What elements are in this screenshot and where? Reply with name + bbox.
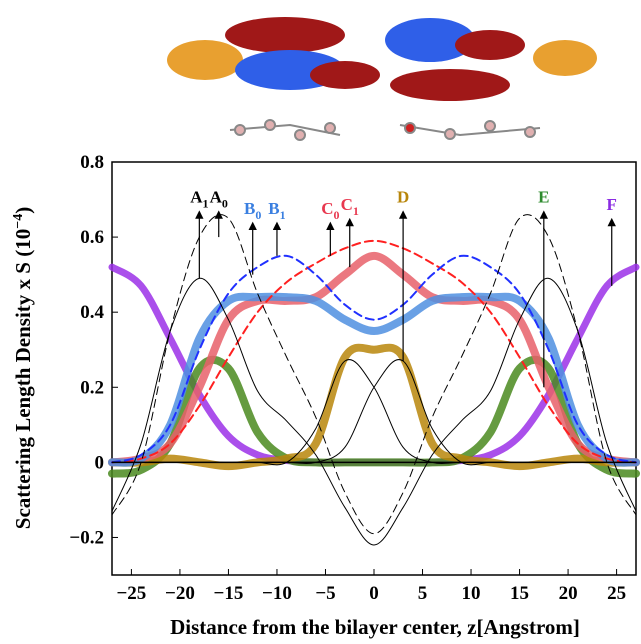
annotation-label: A0 (210, 188, 228, 211)
annotation-text: F (607, 195, 617, 214)
x-tick-label: 15 (510, 583, 529, 604)
x-tick-label: −25 (116, 583, 146, 604)
series-line (111, 214, 637, 535)
x-tick-label: 5 (418, 583, 428, 604)
annotation-text: D (397, 188, 409, 207)
x-tick-label: −20 (165, 583, 195, 604)
annotation-text: A (210, 188, 223, 207)
x-tick-label: −5 (315, 583, 335, 604)
annotation-text: B (244, 199, 255, 218)
y-label-main: Scattering Length Density x S (10 (11, 229, 35, 529)
annotation-label: E (538, 188, 549, 207)
series-line (108, 355, 640, 478)
annotation-text: C (321, 199, 333, 218)
annotation-sub: 0 (255, 208, 261, 222)
molecule-spacefill (167, 17, 597, 101)
y-tick-label: 0.2 (80, 377, 104, 398)
series-line (111, 254, 637, 464)
annotation-label: C1 (341, 195, 359, 218)
annotation-sub: 1 (202, 197, 208, 211)
x-tick-label: 20 (559, 583, 578, 604)
y-tick-label: 0 (95, 452, 105, 473)
x-tick-label: 10 (462, 583, 481, 604)
series-line (111, 239, 637, 464)
y-tick-label: 0.6 (80, 227, 104, 248)
annotation-label: B0 (244, 199, 261, 222)
series-line (108, 292, 640, 467)
x-tick-label: −15 (214, 583, 244, 604)
annotation-text: B (268, 199, 279, 218)
annotation-label: A1 (190, 188, 208, 211)
series-line (108, 251, 640, 467)
x-tick-label: 25 (607, 583, 626, 604)
y-axis-label: Scattering Length Density x S (10−4) (11, 207, 35, 529)
annotation-text: A (190, 188, 203, 207)
y-tick-label: −0.2 (69, 527, 104, 548)
x-axis-label: Distance from the bilayer center, z[Angs… (170, 615, 580, 639)
x-tick-label: −10 (262, 583, 292, 604)
x-tick-label: 0 (369, 583, 379, 604)
y-tick-label: 0.4 (80, 302, 104, 323)
annotation-text: C (341, 195, 353, 214)
annotation-label: F (607, 195, 617, 214)
annotation-sub: 1 (353, 204, 359, 218)
y-label-end: ) (11, 207, 35, 214)
annotation-label: D (397, 188, 409, 207)
annotation-sub: 1 (280, 208, 286, 222)
annotation-sub: 0 (222, 197, 228, 211)
annotation-label: B1 (268, 199, 285, 222)
annotation-text: E (538, 188, 549, 207)
series-line (111, 277, 637, 546)
y-tick-label: 0.8 (80, 152, 104, 173)
plot-area: −25 −20 −15 −10 −5 0 5 10 15 20 25−0.200.20.40.60.… (69, 152, 640, 604)
annotation-sub: 0 (333, 208, 339, 222)
y-label-sup: −4 (11, 214, 26, 229)
molecule-ball-stick (229, 119, 541, 141)
annotation-label: C0 (321, 199, 339, 222)
